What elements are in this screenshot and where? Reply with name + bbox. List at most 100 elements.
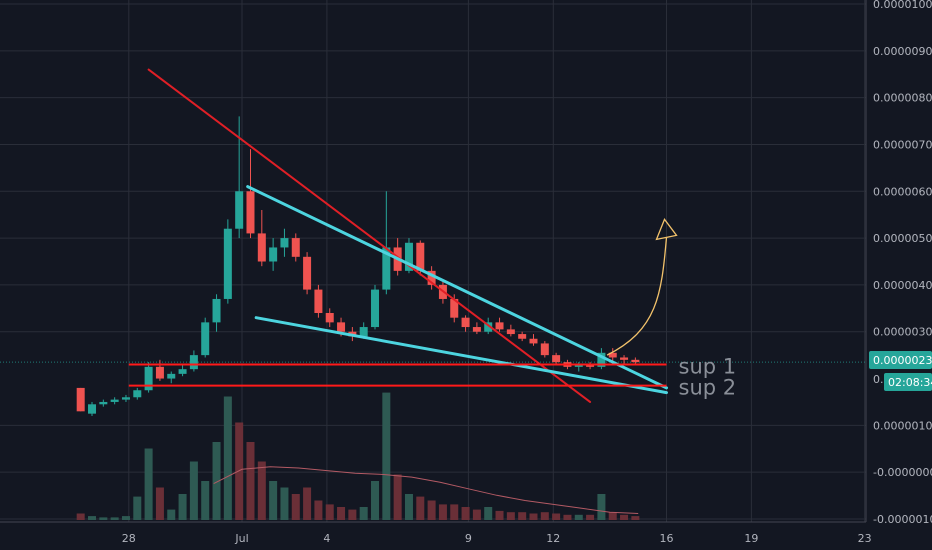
candle-body [461,317,470,328]
price-tick-label: 0.00000100 [873,419,932,432]
time-tick-label: 9 [465,532,472,545]
candle-body [280,238,289,248]
last-price-label: 0.00000235 [873,354,932,367]
candle-body [88,404,97,414]
volume-bar [495,510,504,520]
volume-bar [540,512,549,520]
candle-body [416,242,425,271]
volume-bars [76,392,640,520]
volume-bar [133,496,142,520]
wedge-lower-line [254,316,668,395]
volume-bar [529,513,538,520]
candle-body [167,373,176,379]
candle-body [484,322,493,332]
volume-bar [167,509,176,520]
candle-body [144,366,153,391]
time-tick-label: 28 [122,532,136,545]
volume-bar [563,514,572,520]
time-tick-label: 23 [858,532,872,545]
candle-body [337,322,346,332]
candle-body [178,369,187,374]
time-axis[interactable]: 28 Jul 4 9 12 16 19 23 [0,521,872,545]
volume-bar [314,500,323,520]
volume-bar [303,487,312,520]
volume-bar [246,442,255,520]
time-tick-label: Jul [234,532,248,545]
volume-moving-average-line [213,466,639,514]
candle-body [76,387,85,412]
time-tick-label: 12 [546,532,560,545]
time-tick-label: 19 [744,532,758,545]
countdown-label: 02:08:34 [888,376,932,389]
candle-body [427,270,436,285]
candle-body [529,338,538,344]
volume-bar [291,494,300,520]
volume-bar [484,507,493,520]
candle-body [552,355,561,363]
chart-grid [0,0,866,522]
support-label-2: sup 2 [679,376,737,400]
volume-bar [110,517,119,520]
candle-body [212,298,221,323]
wedge-upper-line [246,185,668,390]
candle-body [506,329,515,335]
volume-bar [393,474,402,520]
support-label-1: sup 1 [679,355,737,379]
candle-body [472,327,481,332]
volume-bar [461,507,470,520]
volume-bar [597,494,606,520]
volume-bar [382,392,391,520]
volume-bar [144,448,153,520]
volume-bar [325,504,334,520]
candle-body [404,242,413,271]
candle-body [620,357,629,360]
last-price-badge [869,351,932,369]
volume-bar [620,514,629,520]
price-badges: 0.00000235 0.0 02:08:34 [869,351,932,391]
candle-body [631,359,640,363]
candle-body [223,228,232,299]
forecast-arrow-curve [606,237,668,356]
candle-body [574,364,583,367]
candle-body [325,313,334,323]
volume-bar [337,507,346,520]
time-tick-label: 4 [323,532,330,545]
volume-bar [76,513,85,520]
volume-bar [359,507,368,520]
forecast-arrow-head [655,218,678,241]
volume-bar [427,500,436,520]
volume-bar [155,487,164,520]
volume-bar [631,516,640,520]
volume-bar [189,461,198,520]
candle-body [518,334,527,339]
candle-body [597,352,606,367]
candle-body [382,247,391,290]
volume-bar [574,514,583,520]
price-tick-label: -0.00000100 [873,513,932,526]
volume-bar [348,509,357,520]
candle-body [371,289,380,328]
price-tick-label: -0.00000000 [873,466,932,479]
volume-bar [121,516,130,520]
price-candles [76,116,640,416]
candle-body [133,390,142,398]
volume-bar [416,496,425,520]
volume-bar [269,481,278,520]
volume-bar [506,512,515,520]
downtrend-line [147,68,592,403]
volume-bar [223,396,232,520]
candle-body [359,327,368,337]
candle-body [540,343,549,356]
candle-body [291,238,300,257]
candle-body [189,355,198,370]
candle-body [608,352,617,358]
